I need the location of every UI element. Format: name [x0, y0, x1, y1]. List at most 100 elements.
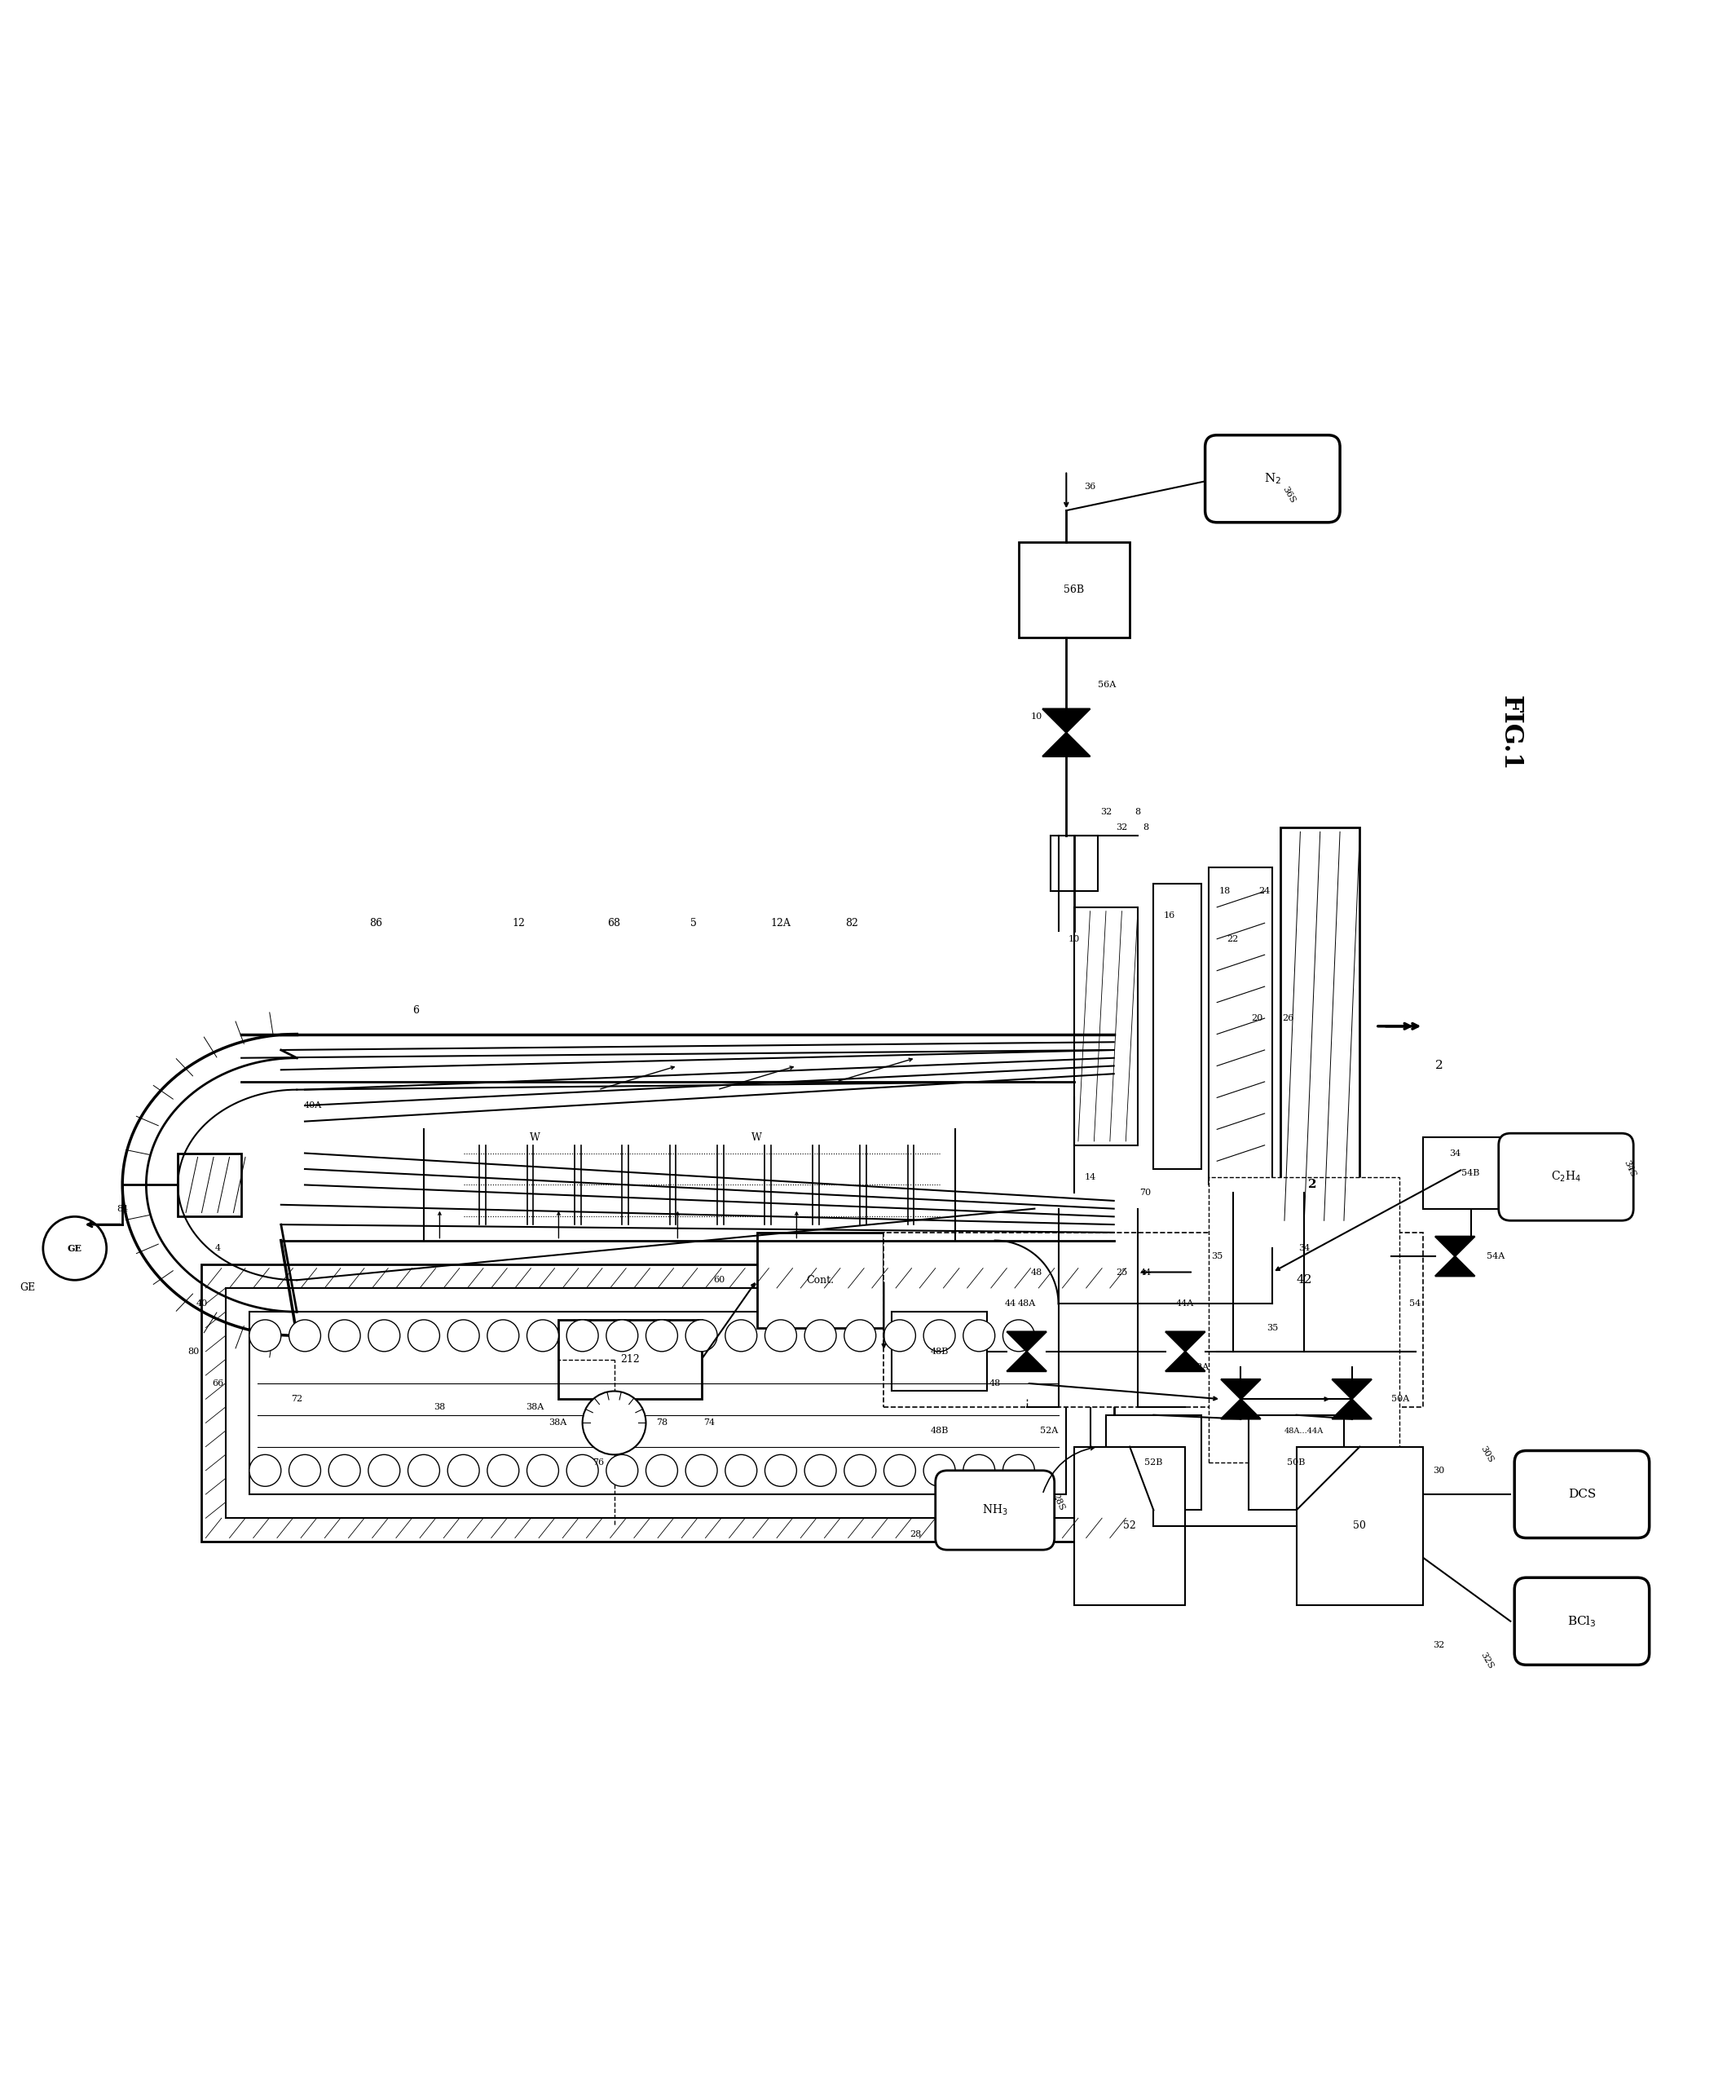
- Circle shape: [844, 1455, 877, 1487]
- Text: 44: 44: [1005, 1300, 1017, 1308]
- Circle shape: [488, 1319, 519, 1352]
- Text: C$_2$H$_4$: C$_2$H$_4$: [1550, 1170, 1581, 1184]
- Circle shape: [250, 1455, 281, 1487]
- FancyArrowPatch shape: [1043, 1447, 1094, 1493]
- Text: Cont.: Cont.: [807, 1275, 835, 1285]
- Bar: [1050, 836, 1099, 890]
- Text: 28: 28: [910, 1531, 922, 1537]
- Text: 86: 86: [370, 918, 382, 928]
- Circle shape: [606, 1319, 637, 1352]
- Bar: [1075, 907, 1137, 1144]
- Text: 4: 4: [215, 1245, 220, 1252]
- Text: 32: 32: [1434, 1640, 1444, 1648]
- Circle shape: [963, 1455, 995, 1487]
- Polygon shape: [1436, 1256, 1476, 1277]
- Text: 50A: 50A: [1392, 1394, 1410, 1403]
- Polygon shape: [1220, 1399, 1260, 1420]
- Text: FIG.1: FIG.1: [1498, 695, 1522, 771]
- Circle shape: [606, 1455, 637, 1487]
- Text: 34: 34: [1450, 1149, 1460, 1157]
- Text: 8: 8: [1135, 808, 1141, 817]
- Bar: [1248, 1415, 1344, 1510]
- Circle shape: [884, 1455, 915, 1487]
- Text: 40A: 40A: [304, 1102, 321, 1109]
- Polygon shape: [1436, 1237, 1476, 1256]
- Bar: [892, 1312, 988, 1390]
- Circle shape: [408, 1455, 439, 1487]
- Text: 50B: 50B: [1286, 1459, 1305, 1466]
- Polygon shape: [1007, 1331, 1047, 1352]
- Polygon shape: [1043, 710, 1090, 733]
- Circle shape: [488, 1455, 519, 1487]
- Circle shape: [448, 1319, 479, 1352]
- Text: 68: 68: [608, 918, 621, 928]
- Text: 48A...44A: 48A...44A: [1285, 1428, 1325, 1434]
- Bar: [201, 1264, 1115, 1541]
- Text: 35: 35: [1212, 1252, 1222, 1260]
- Polygon shape: [1165, 1352, 1205, 1371]
- Text: 34: 34: [1299, 1245, 1311, 1252]
- Circle shape: [566, 1455, 599, 1487]
- Circle shape: [408, 1319, 439, 1352]
- Circle shape: [804, 1319, 837, 1352]
- Bar: [226, 1287, 1090, 1518]
- Text: 48A: 48A: [1017, 1300, 1036, 1308]
- Text: 6: 6: [413, 1006, 418, 1016]
- Bar: [1019, 542, 1130, 638]
- Circle shape: [924, 1455, 955, 1487]
- Circle shape: [368, 1455, 399, 1487]
- Text: 72: 72: [292, 1394, 302, 1403]
- Circle shape: [766, 1455, 797, 1487]
- Text: GE: GE: [19, 1283, 35, 1294]
- Text: 74: 74: [703, 1420, 715, 1428]
- Text: 30S: 30S: [1479, 1445, 1495, 1464]
- Text: 80: 80: [187, 1348, 200, 1357]
- Bar: [1424, 1138, 1519, 1210]
- Text: 56B: 56B: [1064, 584, 1085, 594]
- Bar: [757, 1233, 884, 1327]
- Text: 12A: 12A: [771, 918, 792, 928]
- Text: 42: 42: [1297, 1275, 1312, 1285]
- Polygon shape: [1332, 1399, 1371, 1420]
- Text: 16: 16: [1163, 911, 1175, 920]
- Polygon shape: [1332, 1380, 1371, 1399]
- Circle shape: [288, 1455, 321, 1487]
- Circle shape: [448, 1455, 479, 1487]
- Text: 70: 70: [1141, 1189, 1151, 1197]
- Polygon shape: [1043, 733, 1090, 756]
- Polygon shape: [1007, 1352, 1047, 1371]
- Text: 54: 54: [1410, 1300, 1422, 1308]
- Circle shape: [1003, 1319, 1035, 1352]
- Text: 36: 36: [1085, 483, 1095, 491]
- Bar: [1208, 867, 1272, 1184]
- Text: 54A: 54A: [1486, 1252, 1505, 1260]
- Text: 76: 76: [592, 1459, 604, 1466]
- Circle shape: [804, 1455, 837, 1487]
- Circle shape: [583, 1390, 646, 1455]
- Text: 26: 26: [1283, 1014, 1295, 1023]
- Text: 66: 66: [212, 1380, 224, 1388]
- Text: 48B: 48B: [930, 1348, 948, 1357]
- Text: 2: 2: [1436, 1060, 1443, 1071]
- Text: 54B: 54B: [1462, 1170, 1481, 1178]
- Text: 40: 40: [196, 1300, 208, 1308]
- Circle shape: [328, 1319, 361, 1352]
- Circle shape: [646, 1455, 677, 1487]
- Text: 50: 50: [1354, 1520, 1366, 1531]
- Text: 2: 2: [1307, 1180, 1316, 1191]
- FancyBboxPatch shape: [936, 1470, 1054, 1550]
- Text: 84: 84: [116, 1205, 128, 1214]
- Text: W: W: [529, 1132, 540, 1142]
- Bar: [1208, 1176, 1399, 1462]
- Text: 44A: 44A: [1177, 1300, 1194, 1308]
- Circle shape: [566, 1319, 599, 1352]
- Text: 32: 32: [1101, 808, 1111, 817]
- Circle shape: [646, 1319, 677, 1352]
- Text: BCl$_3$: BCl$_3$: [1568, 1615, 1597, 1627]
- Bar: [559, 1319, 701, 1399]
- FancyBboxPatch shape: [1498, 1134, 1634, 1220]
- Text: 52: 52: [1123, 1520, 1135, 1531]
- Bar: [884, 1233, 1424, 1407]
- Bar: [1106, 1415, 1201, 1510]
- Text: 48: 48: [990, 1380, 1000, 1388]
